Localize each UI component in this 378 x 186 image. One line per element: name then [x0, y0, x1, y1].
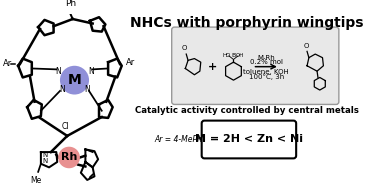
Text: M: M — [68, 73, 81, 87]
Text: B: B — [231, 53, 235, 58]
Text: 100°C, 3h: 100°C, 3h — [249, 73, 284, 80]
Text: Cl: Cl — [62, 122, 69, 131]
Text: toluene, KOH: toluene, KOH — [243, 69, 289, 75]
Text: Catalytic activity controlled by central metals: Catalytic activity controlled by central… — [135, 106, 359, 115]
Text: Rh: Rh — [61, 153, 77, 163]
Text: N: N — [43, 152, 48, 158]
Text: N: N — [88, 67, 94, 76]
Text: O: O — [182, 45, 187, 51]
Text: HO: HO — [223, 53, 231, 58]
Text: +: + — [208, 62, 217, 72]
Text: M = 2H < Zn < Ni: M = 2H < Zn < Ni — [195, 134, 303, 145]
Text: N: N — [55, 67, 61, 76]
Text: OH: OH — [235, 53, 244, 58]
Text: 0.2% mol: 0.2% mol — [250, 59, 283, 65]
FancyBboxPatch shape — [172, 27, 339, 104]
FancyBboxPatch shape — [202, 121, 296, 158]
Text: Ar: Ar — [126, 58, 135, 67]
Text: N: N — [59, 85, 65, 94]
Circle shape — [60, 66, 89, 94]
Text: M-Rh: M-Rh — [257, 55, 275, 61]
Text: Ar = 4-MePh: Ar = 4-MePh — [154, 135, 202, 144]
Text: O: O — [304, 43, 309, 49]
Text: Me: Me — [31, 176, 42, 185]
Text: NHCs with porphyrin wingtips: NHCs with porphyrin wingtips — [130, 16, 364, 30]
Text: Ph: Ph — [65, 0, 76, 8]
Text: N: N — [84, 85, 90, 94]
Text: N: N — [43, 158, 48, 164]
Circle shape — [58, 147, 80, 168]
Text: Ar: Ar — [3, 60, 12, 68]
